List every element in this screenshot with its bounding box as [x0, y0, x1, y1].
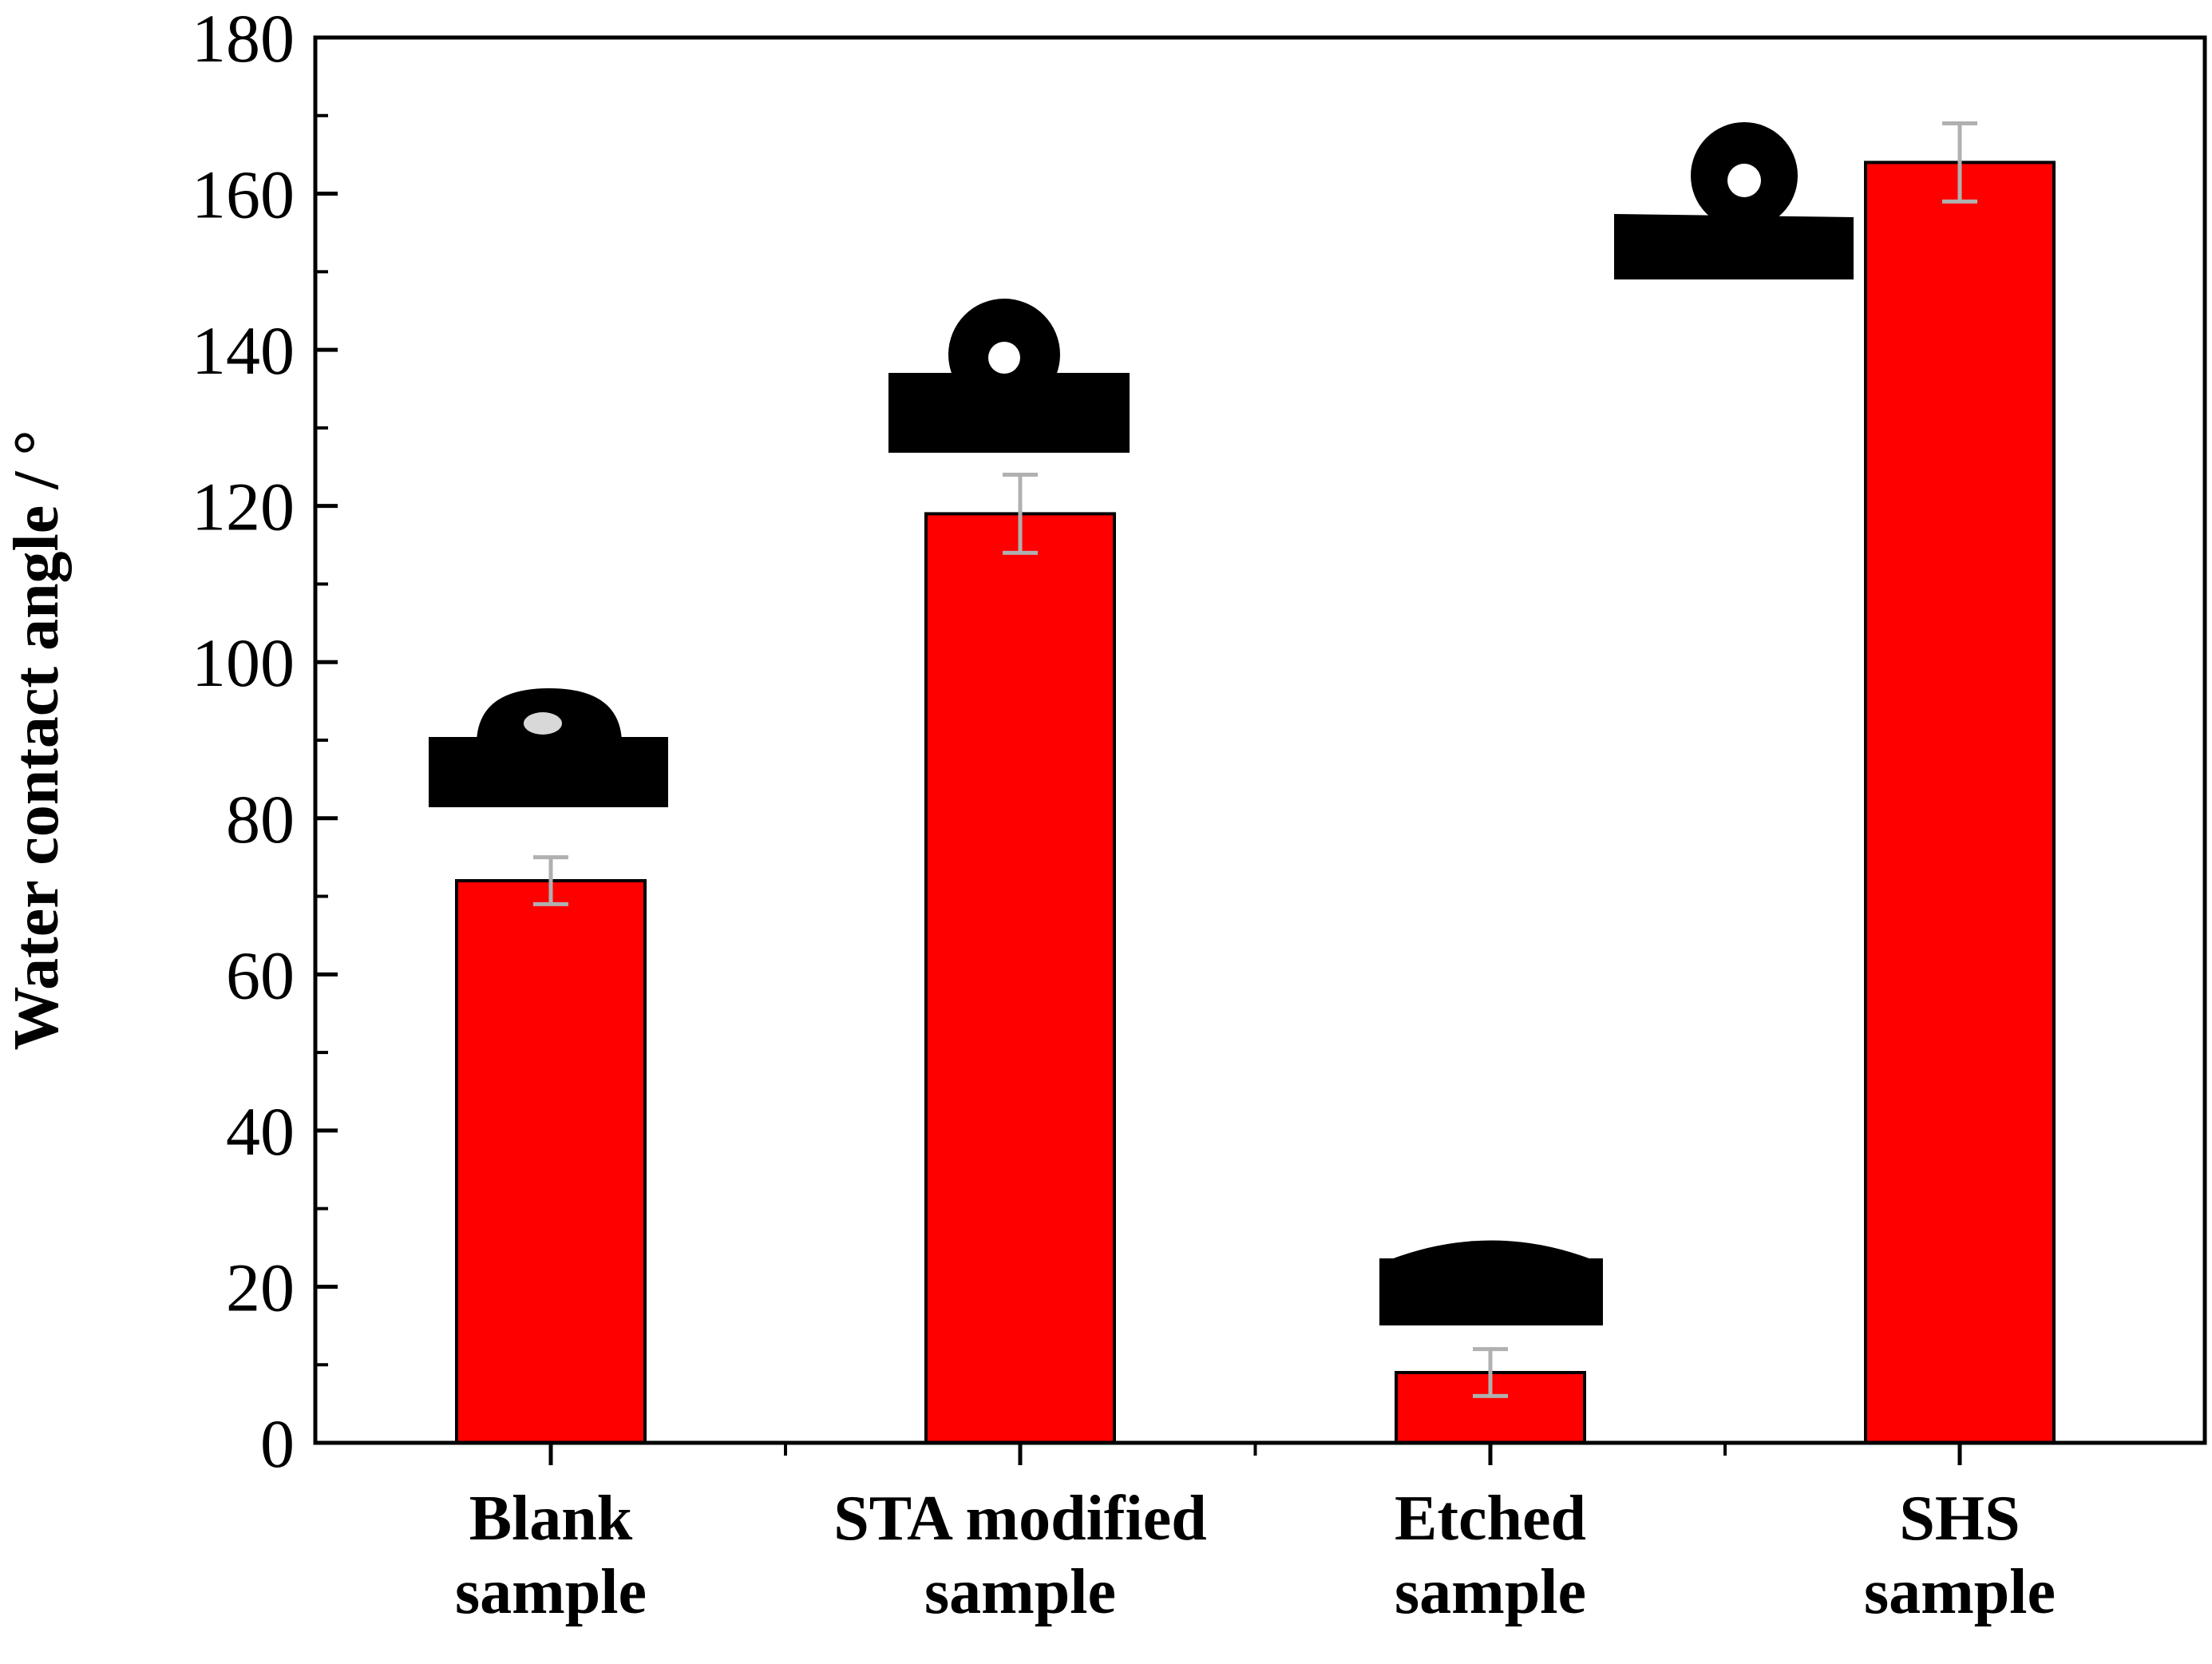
substrate — [1614, 214, 1854, 279]
x-category-label-line: Etched — [1395, 1484, 1586, 1554]
y-tick-label: 80 — [226, 781, 295, 858]
x-category-label: SHS sample — [1864, 1484, 2056, 1627]
x-category-label: STA modified sample — [833, 1484, 1207, 1627]
y-tick-label: 0 — [260, 1405, 295, 1482]
y-tick-label: 160 — [192, 156, 295, 233]
y-tick-label: 40 — [226, 1093, 295, 1170]
substrate — [1379, 1258, 1603, 1325]
y-tick-label: 60 — [226, 937, 295, 1013]
y-tick-label: 20 — [226, 1249, 295, 1325]
x-category-label: Blank sample — [455, 1484, 647, 1627]
bars-layer — [455, 121, 2056, 1444]
y-tick-label: 100 — [192, 624, 295, 701]
droplet-inset — [1379, 1240, 1603, 1325]
x-category-label-line: Blank — [469, 1484, 633, 1554]
y-tick-label: 140 — [192, 312, 295, 389]
droplet-highlight — [988, 342, 1020, 374]
droplet-inset — [888, 299, 1130, 453]
x-category-label-line: sample — [455, 1557, 647, 1627]
droplet-highlight — [524, 712, 562, 735]
y-tick-label: 120 — [192, 469, 295, 545]
droplet-insets — [429, 122, 1854, 1325]
droplet-highlight — [1727, 164, 1761, 197]
bar — [455, 879, 647, 1444]
bar — [924, 512, 1116, 1444]
x-category-label-line: SHS — [1899, 1484, 2020, 1554]
x-category-label-line: STA modified — [833, 1484, 1207, 1554]
y-axis-title: Water contact angle / ° — [2, 430, 72, 1050]
droplet-inset — [1614, 122, 1854, 279]
water-droplet — [1381, 1240, 1601, 1263]
x-category-label-line: sample — [924, 1557, 1116, 1627]
x-category-label: Etched sample — [1395, 1484, 1586, 1627]
bar — [1864, 160, 2056, 1444]
x-category-label-line: sample — [1395, 1557, 1586, 1627]
x-category-label-line: sample — [1864, 1557, 2056, 1627]
droplet-inset — [429, 688, 668, 807]
y-tick-label: 180 — [192, 0, 295, 77]
substrate — [429, 737, 668, 807]
